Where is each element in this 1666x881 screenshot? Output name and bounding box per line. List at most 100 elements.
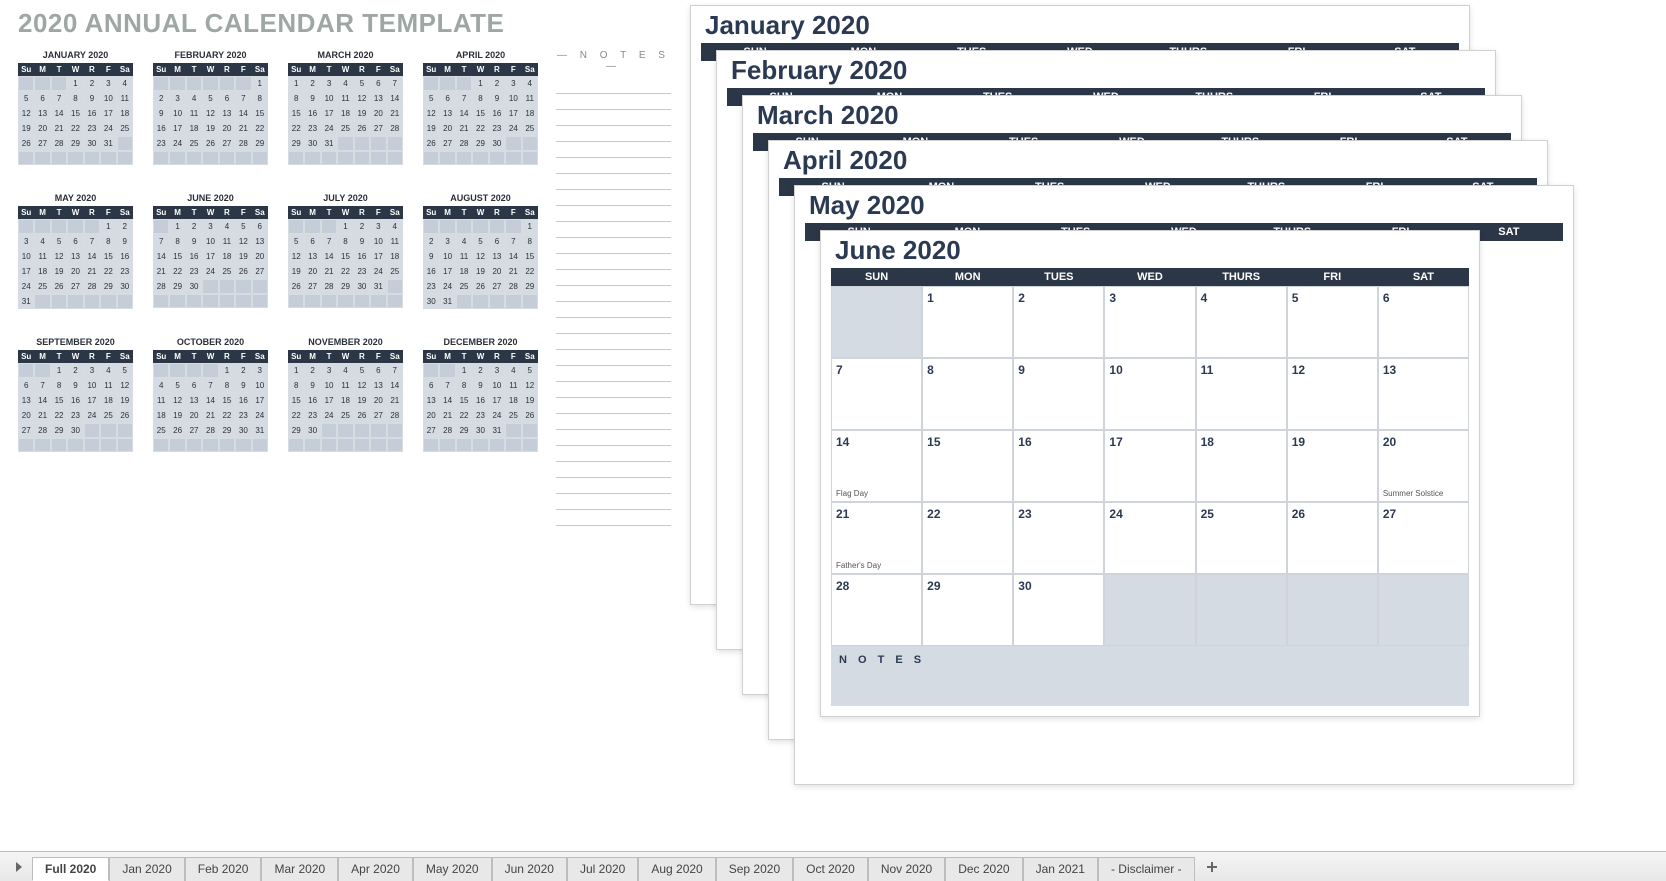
mini-day-cell: 13 <box>219 106 235 121</box>
day-cell[interactable]: 8 <box>922 358 1013 430</box>
mini-day-cell: 23 <box>117 264 133 279</box>
sheet-tab[interactable]: Jul 2020 <box>567 857 638 881</box>
day-cell[interactable]: 5 <box>1287 286 1378 358</box>
day-cell[interactable] <box>1104 574 1195 646</box>
notes-line[interactable] <box>556 366 671 382</box>
day-cell[interactable] <box>831 286 922 358</box>
notes-line[interactable] <box>556 302 671 318</box>
day-cell[interactable]: 27 <box>1378 502 1469 574</box>
sheet-tab[interactable]: Full 2020 <box>32 857 109 881</box>
day-cell[interactable]: 19 <box>1287 430 1378 502</box>
notes-line[interactable] <box>556 494 671 510</box>
sheet-tab[interactable]: Nov 2020 <box>868 857 945 881</box>
sheet-tab[interactable]: Mar 2020 <box>261 857 338 881</box>
day-cell[interactable]: 6 <box>1378 286 1469 358</box>
day-cell[interactable] <box>1378 574 1469 646</box>
day-cell[interactable]: 14Flag Day <box>831 430 922 502</box>
day-cell[interactable]: 24 <box>1104 502 1195 574</box>
day-cell[interactable]: 22 <box>922 502 1013 574</box>
notes-line[interactable] <box>556 110 671 126</box>
day-cell[interactable]: 4 <box>1196 286 1287 358</box>
mini-day-cell: 16 <box>67 393 83 408</box>
sheet-tab[interactable]: Feb 2020 <box>185 857 262 881</box>
mini-day-cell <box>370 136 386 151</box>
day-cell[interactable]: 17 <box>1104 430 1195 502</box>
day-cell[interactable]: 10 <box>1104 358 1195 430</box>
mini-day-cell: 9 <box>153 106 169 121</box>
notes-line[interactable] <box>556 158 671 174</box>
day-cell[interactable]: 12 <box>1287 358 1378 430</box>
tab-nav-button[interactable] <box>4 856 32 878</box>
mini-day-cell: 30 <box>423 294 439 309</box>
day-event: Flag Day <box>836 489 868 498</box>
day-number: 6 <box>1383 291 1464 305</box>
day-cell[interactable]: 11 <box>1196 358 1287 430</box>
sheet-tab[interactable]: Sep 2020 <box>716 857 793 881</box>
notes-line[interactable] <box>556 222 671 238</box>
month-sheet-title: February 2020 <box>717 51 1495 88</box>
notes-line[interactable] <box>556 142 671 158</box>
mini-day-cell <box>219 279 235 294</box>
mini-day-cell: 31 <box>321 136 337 151</box>
day-cell[interactable]: 26 <box>1287 502 1378 574</box>
notes-line[interactable] <box>556 462 671 478</box>
day-cell[interactable]: 1 <box>922 286 1013 358</box>
notes-line[interactable] <box>556 270 671 286</box>
notes-line[interactable] <box>556 126 671 142</box>
notes-line[interactable] <box>556 286 671 302</box>
day-cell[interactable]: 28 <box>831 574 922 646</box>
day-cell[interactable]: 18 <box>1196 430 1287 502</box>
day-cell[interactable]: 25 <box>1196 502 1287 574</box>
mini-day-header: M <box>169 350 185 363</box>
notes-line[interactable] <box>556 430 671 446</box>
sheet-tab[interactable]: Dec 2020 <box>945 857 1022 881</box>
mini-day-header: T <box>321 206 337 219</box>
sheet-tab[interactable]: Jan 2021 <box>1023 857 1098 881</box>
notes-line[interactable] <box>556 94 671 110</box>
notes-line[interactable] <box>556 350 671 366</box>
sheet-tab[interactable]: - Disclaimer - <box>1098 857 1195 881</box>
sheet-tab[interactable]: Jan 2020 <box>109 857 184 881</box>
sheet-tab[interactable]: Jun 2020 <box>492 857 567 881</box>
day-cell[interactable]: 15 <box>922 430 1013 502</box>
month-sheet-notes[interactable]: N O T E S <box>831 646 1469 706</box>
day-cell[interactable]: 3 <box>1104 286 1195 358</box>
day-cell[interactable]: 21Father's Day <box>831 502 922 574</box>
notes-line[interactable] <box>556 510 671 526</box>
mini-day-header: F <box>505 63 521 76</box>
notes-line[interactable] <box>556 254 671 270</box>
sheet-tab[interactable]: May 2020 <box>413 857 492 881</box>
notes-line[interactable] <box>556 190 671 206</box>
notes-line[interactable] <box>556 446 671 462</box>
sheet-tab[interactable]: Oct 2020 <box>793 857 868 881</box>
notes-line[interactable] <box>556 398 671 414</box>
day-cell[interactable]: 16 <box>1013 430 1104 502</box>
mini-day-cell <box>337 438 353 452</box>
notes-line[interactable] <box>556 382 671 398</box>
notes-line[interactable] <box>556 238 671 254</box>
mini-day-header: W <box>337 63 353 76</box>
mini-day-cell <box>439 76 455 91</box>
day-number: 23 <box>1018 507 1099 521</box>
day-cell[interactable] <box>1287 574 1378 646</box>
notes-line[interactable] <box>556 78 671 94</box>
notes-line[interactable] <box>556 318 671 334</box>
day-cell[interactable]: 7 <box>831 358 922 430</box>
day-cell[interactable]: 29 <box>922 574 1013 646</box>
day-cell[interactable]: 23 <box>1013 502 1104 574</box>
day-cell[interactable] <box>1196 574 1287 646</box>
day-cell[interactable]: 20Summer Solstice <box>1378 430 1469 502</box>
notes-line[interactable] <box>556 334 671 350</box>
mini-day-header: F <box>100 350 116 363</box>
sheet-tab[interactable]: Apr 2020 <box>338 857 413 881</box>
day-cell[interactable]: 9 <box>1013 358 1104 430</box>
notes-line[interactable] <box>556 478 671 494</box>
notes-line[interactable] <box>556 174 671 190</box>
sheet-tab[interactable]: Aug 2020 <box>638 857 715 881</box>
add-sheet-button[interactable] <box>1199 856 1225 878</box>
day-cell[interactable]: 2 <box>1013 286 1104 358</box>
notes-line[interactable] <box>556 206 671 222</box>
day-cell[interactable]: 13 <box>1378 358 1469 430</box>
notes-line[interactable] <box>556 414 671 430</box>
day-cell[interactable]: 30 <box>1013 574 1104 646</box>
